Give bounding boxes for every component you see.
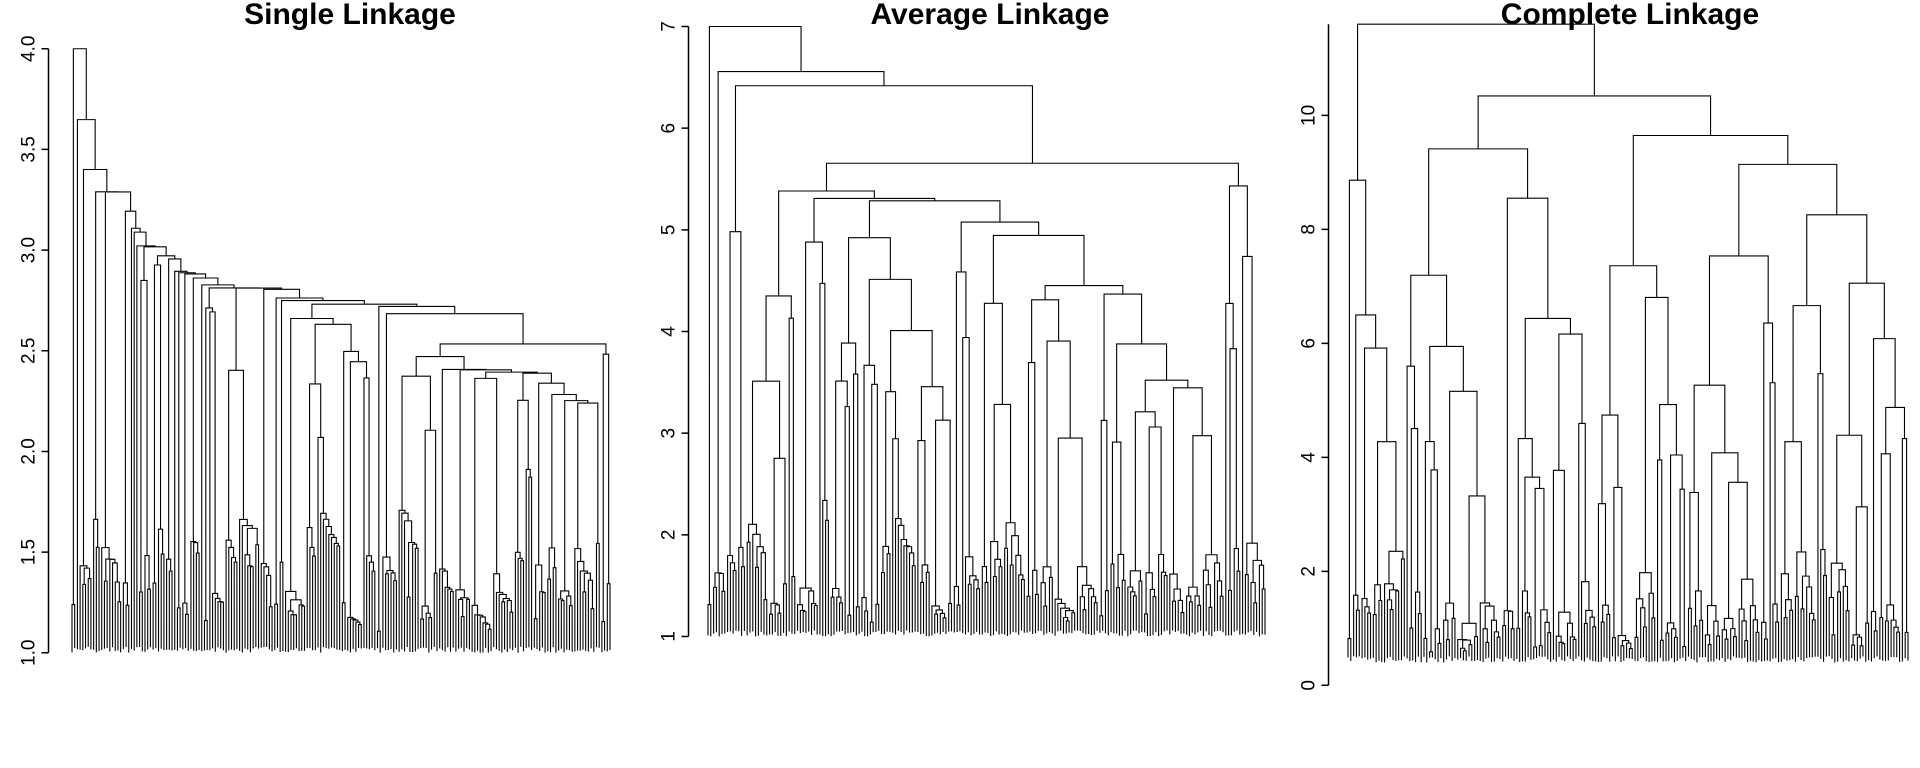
svg-text:2.0: 2.0 [19, 438, 40, 464]
svg-text:3: 3 [659, 428, 680, 439]
svg-text:3.0: 3.0 [19, 237, 40, 263]
svg-text:2: 2 [659, 530, 680, 541]
svg-text:4.0: 4.0 [19, 36, 40, 62]
svg-text:0: 0 [1299, 680, 1320, 691]
svg-text:1.0: 1.0 [19, 640, 40, 666]
svg-text:5: 5 [659, 225, 680, 236]
svg-text:6: 6 [1299, 338, 1320, 349]
svg-text:1: 1 [659, 631, 680, 642]
svg-text:2: 2 [1299, 566, 1320, 577]
svg-text:4: 4 [1299, 452, 1320, 463]
svg-text:10: 10 [1299, 105, 1320, 126]
svg-text:1.5: 1.5 [19, 539, 40, 565]
svg-text:6: 6 [659, 123, 680, 134]
svg-text:8: 8 [1299, 224, 1320, 235]
svg-text:2.5: 2.5 [19, 338, 40, 364]
svg-text:3.5: 3.5 [19, 136, 40, 162]
svg-text:4: 4 [659, 326, 680, 337]
